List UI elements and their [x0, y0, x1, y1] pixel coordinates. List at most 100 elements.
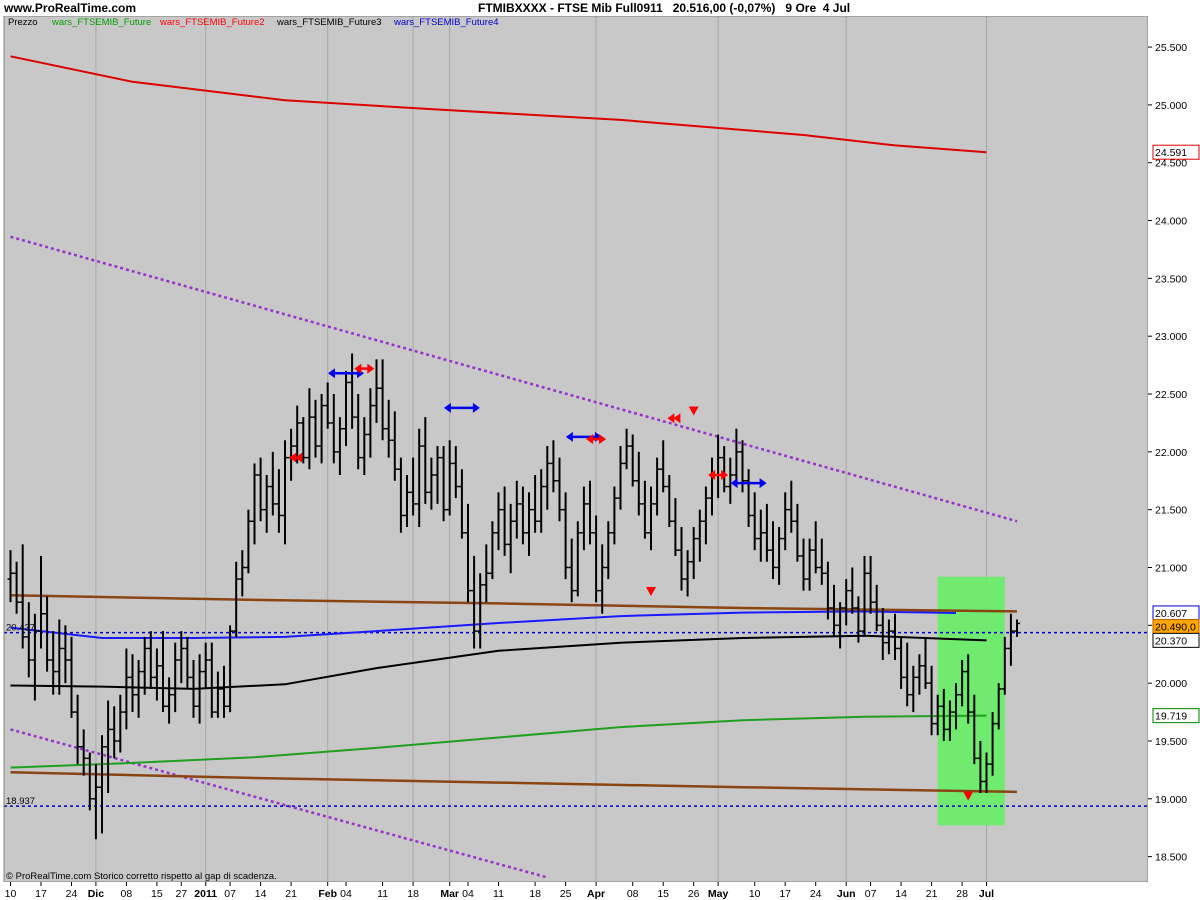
x-tick-label: 07 — [224, 888, 236, 900]
x-tick-label: Feb — [318, 888, 337, 900]
x-tick-label: 15 — [151, 888, 163, 900]
x-tick-label: 04 — [462, 888, 474, 900]
legend-entry: wars_FTSEMIB_Future3 — [276, 17, 382, 28]
x-tick-label: Mar — [440, 888, 459, 900]
price-label-box — [1152, 144, 1200, 160]
y-tick-label: 19.500 — [1155, 736, 1187, 748]
legend-entry: wars_FTSEMIB_Future4 — [393, 17, 499, 28]
down-arrow-icon — [646, 586, 656, 596]
lower-trendline — [10, 728, 548, 879]
left-level-label: 20.437 — [6, 623, 35, 634]
y-tick-label: 20.000 — [1155, 678, 1187, 690]
x-tick-label: 21 — [926, 888, 938, 900]
price-label-box — [1152, 708, 1200, 724]
double-left-arrow-icon — [673, 413, 681, 424]
wars_FTSEMIB_Future2-line — [10, 55, 987, 154]
x-axis: 10 17 24 Dic 08 15 27 2011 07 14 21 Feb 04 11 18 Mar 04 1… — [5, 882, 994, 900]
x-tick-label: 15 — [657, 888, 669, 900]
vertical-grid — [95, 16, 987, 882]
price-label-box — [1152, 632, 1200, 648]
x-tick-label: Jun — [837, 888, 856, 900]
x-tick-label: 17 — [35, 888, 47, 900]
double-left-arrow-icon — [295, 452, 303, 463]
double-arrow-icon — [708, 469, 716, 480]
x-tick-label: 11 — [377, 888, 388, 900]
dotted-levels — [4, 631, 1148, 807]
chart-title: FTMIBXXXX - FTSE Mib Full0911 20.516,00 … — [478, 1, 851, 15]
double-arrow-icon — [586, 434, 594, 445]
right-axis-bg — [1148, 16, 1200, 900]
price-label: 20.490,0 — [1155, 621, 1196, 633]
double-arrow-icon — [443, 402, 451, 413]
double-arrow-icon — [721, 469, 729, 480]
signal-markers — [289, 363, 974, 801]
left-level-labels: 20.437 18.937 — [6, 623, 35, 807]
legend-entry: wars_FTSEMIB_Future2 — [159, 17, 265, 28]
indicator-lines — [10, 55, 1018, 794]
down-arrow-icon — [963, 791, 974, 801]
x-tick-label: 18 — [529, 888, 541, 900]
x-tick-label: Jul — [979, 888, 994, 900]
upper-trendline — [10, 235, 1018, 523]
x-tick-label: 14 — [895, 888, 907, 900]
x-tick-label: 27 — [175, 888, 187, 900]
double-left-arrow-icon — [289, 452, 297, 463]
y-tick-label: 23.000 — [1155, 331, 1187, 343]
wars_FTSEMIB_Future-line — [10, 714, 987, 769]
y-tick-label: 21.500 — [1155, 505, 1187, 517]
x-tick-label: 07 — [865, 888, 877, 900]
x-tick-label: Dic — [88, 888, 105, 900]
wars_FTSEMIB_Future4-line — [10, 610, 957, 639]
x-tick-label: Apr — [587, 888, 605, 900]
x-tick-label: 21 — [285, 888, 297, 900]
double-arrow-icon — [599, 434, 607, 445]
price-label: 24.591 — [1155, 147, 1187, 159]
brown-lower-line — [10, 770, 1018, 794]
x-tick-label: 24 — [810, 888, 822, 900]
y-tick-label: 18.500 — [1155, 852, 1187, 864]
double-arrow-icon — [328, 368, 335, 379]
y-tick-label: 25.000 — [1155, 100, 1187, 112]
legend: wars_FTSEMIB_Future wars_FTSEMIB_Future2 w… — [51, 17, 499, 28]
x-tick-label: 11 — [493, 888, 504, 900]
x-tick-label: 10 — [749, 888, 761, 900]
wars_FTSEMIB_Future3-line — [10, 634, 987, 690]
legend-entry: wars_FTSEMIB_Future — [51, 17, 151, 28]
x-tick-label: 24 — [66, 888, 78, 900]
y-tick-label: 23.500 — [1155, 273, 1187, 285]
x-tick-label: May — [708, 888, 729, 900]
x-tick-label: 08 — [627, 888, 639, 900]
double-arrow-icon — [759, 478, 767, 489]
ohlc-bars — [7, 353, 1020, 840]
highlight-box — [937, 576, 1005, 826]
site-name[interactable]: www.ProRealTime.com — [4, 1, 137, 15]
trendlines — [10, 235, 1018, 879]
double-arrow-icon — [354, 363, 362, 374]
x-tick-label: 14 — [255, 888, 267, 900]
double-arrow-icon — [730, 478, 738, 489]
y-tick-label: 25.500 — [1155, 42, 1187, 54]
x-tick-label: 2011 — [194, 888, 217, 900]
x-tick-label: 25 — [560, 888, 572, 900]
y-tick-label: 24.000 — [1155, 216, 1187, 228]
bottom-axis-bg — [0, 882, 1148, 900]
double-arrow-icon — [472, 402, 480, 413]
double-arrow-icon — [565, 431, 573, 442]
price-label: 19.719 — [1155, 711, 1187, 723]
y-tick-label: 19.000 — [1155, 794, 1187, 806]
title-bar: www.ProRealTime.com FTMIBXXXX - FTSE Mib… — [0, 0, 1200, 16]
y-tick-label: 24.500 — [1155, 158, 1187, 170]
y-tick-label: 22.000 — [1155, 447, 1187, 459]
y-tick-label: 22.500 — [1155, 389, 1187, 401]
down-arrow-icon — [688, 406, 699, 416]
footer-copyright: © ProRealTime.com Storico corretto rispe… — [6, 871, 277, 882]
x-tick-label: 17 — [779, 888, 791, 900]
x-tick-label: 26 — [688, 888, 700, 900]
left-level-label: 18.937 — [6, 796, 35, 807]
price-panel-label: Prezzo — [8, 17, 38, 28]
price-label: 20.607 — [1155, 608, 1187, 620]
x-tick-label: 28 — [956, 888, 968, 900]
double-arrow-icon — [367, 363, 375, 374]
y-axis: 25.500 25.000 24.500 24.000 23.500 23.000 22.5… — [1148, 42, 1187, 864]
